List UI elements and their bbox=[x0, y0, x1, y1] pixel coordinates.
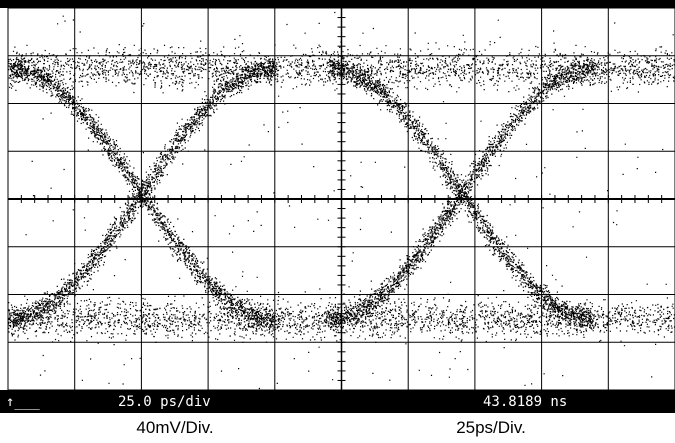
status-bar bbox=[0, 390, 675, 413]
vertical-scale-caption: 40mV/Div. bbox=[136, 418, 214, 437]
timebase-readout: 25.0 ps/div bbox=[118, 394, 211, 410]
position-readout: 43.8189 ns bbox=[483, 394, 567, 410]
horizontal-scale-caption: 25ps/Div. bbox=[456, 418, 526, 437]
trigger-symbol: ↑___ bbox=[6, 394, 40, 410]
scope-frame-top bbox=[0, 0, 675, 8]
